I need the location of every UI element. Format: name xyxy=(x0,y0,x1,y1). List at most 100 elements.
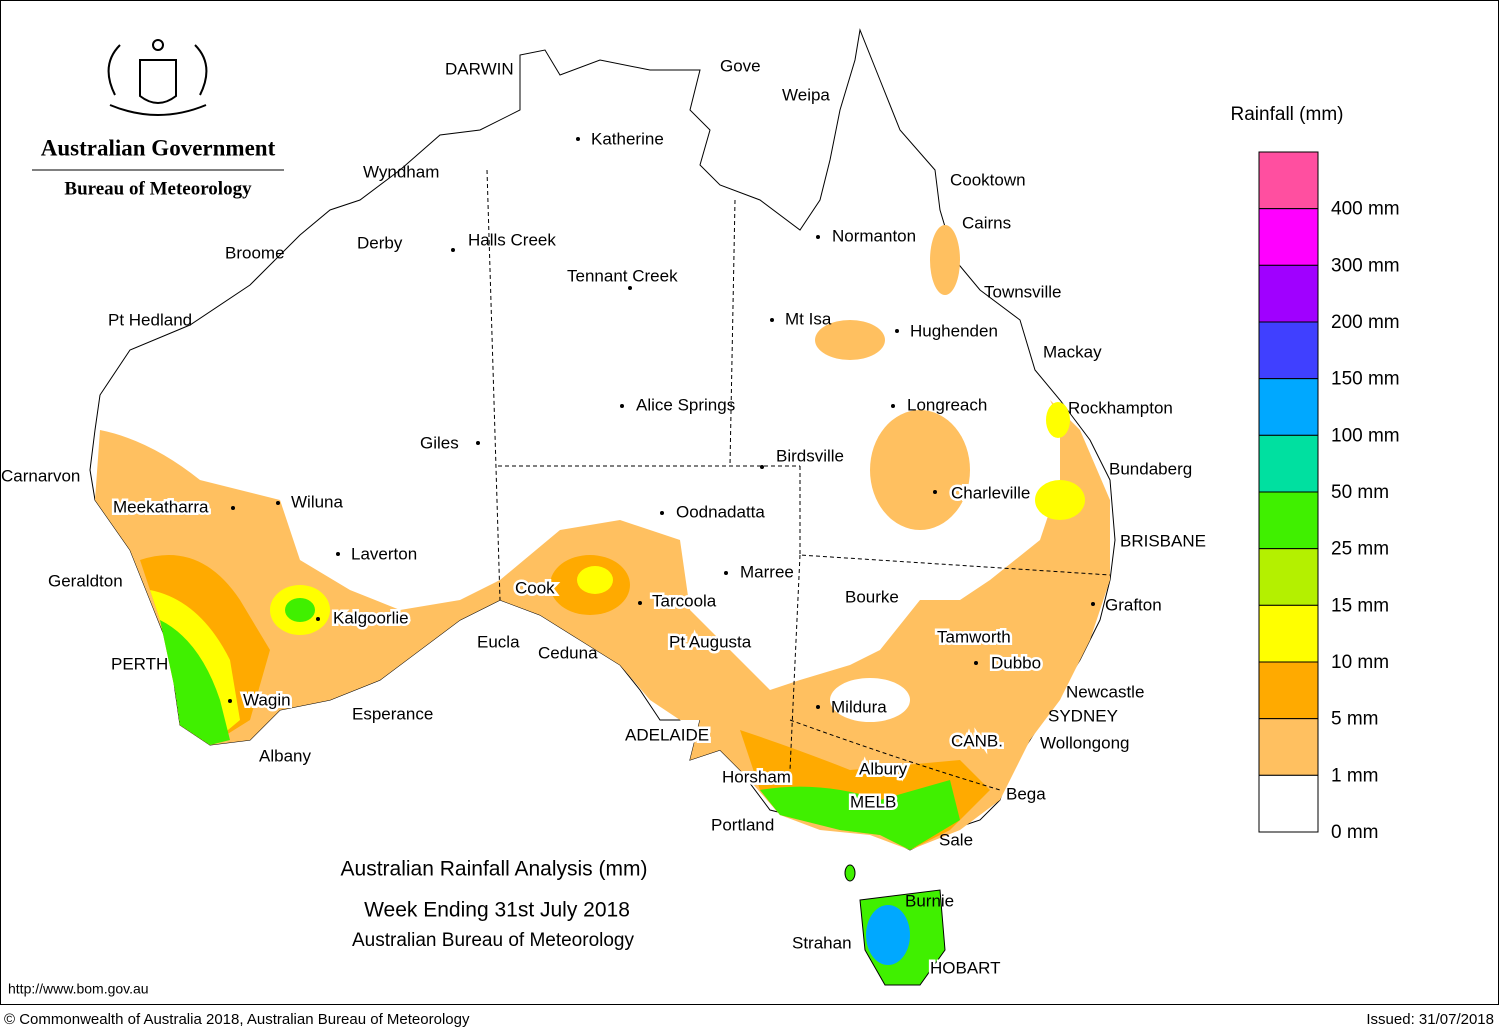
city-label: Wagin xyxy=(243,690,291,709)
city-label: Horsham xyxy=(722,767,791,786)
city-label: MELB xyxy=(850,792,896,811)
city-label: Birdsville xyxy=(776,446,844,465)
city-label: Grafton xyxy=(1105,595,1162,614)
city-label: Geraldton xyxy=(48,571,123,590)
footer-url: http://www.bom.gov.au xyxy=(8,981,149,997)
map xyxy=(89,28,1116,986)
legend-swatch xyxy=(1258,208,1319,266)
city-label: Bega xyxy=(1006,784,1046,803)
city-label: Pt Augusta xyxy=(669,632,752,651)
legend-label: 100 mm xyxy=(1331,425,1400,446)
legend-swatch xyxy=(1258,434,1319,493)
city-label: CANB. xyxy=(951,731,1003,750)
city-label: HOBART xyxy=(930,958,1001,977)
legend-label: 15 mm xyxy=(1331,595,1389,616)
map-source: Australian Bureau of Meteorology xyxy=(352,930,634,951)
city-label: Katherine xyxy=(591,129,664,148)
legend-label: 300 mm xyxy=(1331,255,1400,276)
city-label: Gove xyxy=(720,56,761,75)
city-label: Cook xyxy=(515,578,555,597)
city-label: Ceduna xyxy=(538,643,598,662)
legend-label: 200 mm xyxy=(1331,312,1400,333)
map-title: Australian Rainfall Analysis (mm) xyxy=(341,858,648,881)
bureau-title: Bureau of Meteorology xyxy=(64,178,252,199)
legend-swatch xyxy=(1258,378,1319,436)
city-label: Halls Creek xyxy=(468,230,556,249)
footer-issued: Issued: 31/07/2018 xyxy=(1366,1011,1494,1028)
city-label: Mildura xyxy=(831,697,887,716)
city-label: Bundaberg xyxy=(1109,459,1192,478)
legend-label: 150 mm xyxy=(1331,369,1400,390)
legend-label: 25 mm xyxy=(1331,539,1389,560)
city-label: Weipa xyxy=(782,85,830,104)
legend-title: Rainfall (mm) xyxy=(1231,104,1344,125)
legend-label: 50 mm xyxy=(1331,482,1389,503)
city-label: Oodnadatta xyxy=(676,502,765,521)
city-label: Esperance xyxy=(352,704,433,723)
city-label: Cooktown xyxy=(950,170,1026,189)
legend-label: 0 mm xyxy=(1331,822,1379,843)
city-label: Normanton xyxy=(832,226,916,245)
city-labels: DARWIN Gove Weipa Katherine Wyndham Cook… xyxy=(1,56,1206,980)
city-label: Dubbo xyxy=(991,653,1041,672)
footer-copyright: © Commonwealth of Australia 2018, Austra… xyxy=(4,1011,470,1028)
city-label: Longreach xyxy=(907,395,987,414)
city-label: Wyndham xyxy=(363,162,439,181)
city-label: Townsville xyxy=(984,282,1061,301)
city-label: Alice Springs xyxy=(636,395,735,414)
city-label: SYDNEY xyxy=(1048,706,1118,725)
city-label: Meekatharra xyxy=(113,497,209,516)
city-label: Albany xyxy=(259,746,311,765)
city-dots xyxy=(228,137,1095,709)
city-label: Newcastle xyxy=(1066,682,1144,701)
city-label: Tarcoola xyxy=(652,591,717,610)
gov-title: Australian Government xyxy=(41,135,276,160)
city-label: Mackay xyxy=(1043,342,1102,361)
city-label: Broome xyxy=(225,243,285,262)
city-label: Cairns xyxy=(962,213,1011,232)
city-label: Burnie xyxy=(905,891,954,910)
coat-of-arms xyxy=(107,39,208,116)
city-label: Sale xyxy=(939,830,973,849)
city-label: Giles xyxy=(420,433,459,452)
city-label: ADELAIDE xyxy=(625,725,709,744)
legend-label: 10 mm xyxy=(1331,652,1389,673)
legend-swatch xyxy=(1258,774,1319,833)
city-label: DARWIN xyxy=(445,59,514,78)
city-label: Bourke xyxy=(845,587,899,606)
legend-swatch xyxy=(1258,321,1319,380)
legend-label: 5 mm xyxy=(1331,709,1379,730)
city-label: Albury xyxy=(859,759,908,778)
city-label: Marree xyxy=(740,562,794,581)
legend: 400 mm 300 mm 200 mm 150 mm 100 mm 50 mm 25 mm… xyxy=(1258,151,1400,843)
map-subtitle: Week Ending 31st July 2018 xyxy=(364,899,630,922)
legend-swatch xyxy=(1258,718,1319,776)
city-label: Mt Isa xyxy=(785,309,832,328)
city-label: Tamworth xyxy=(937,627,1011,646)
legend-swatch xyxy=(1258,604,1319,663)
city-label: Eucla xyxy=(477,632,520,651)
legend-swatch xyxy=(1258,661,1319,720)
city-label: Rockhampton xyxy=(1068,398,1173,417)
city-label: Kalgoorlie xyxy=(333,608,409,627)
city-label: Wiluna xyxy=(291,492,344,511)
city-label: Derby xyxy=(357,233,403,252)
city-label: Portland xyxy=(711,815,774,834)
city-label: PERTH xyxy=(111,654,168,673)
legend-swatch xyxy=(1258,548,1319,606)
city-label: Charleville xyxy=(951,483,1030,502)
city-label: Hughenden xyxy=(910,321,998,340)
legend-label: 1 mm xyxy=(1331,765,1379,786)
city-label: Tennant Creek xyxy=(567,266,678,285)
legend-swatch xyxy=(1258,491,1319,550)
legend-swatch xyxy=(1258,264,1319,323)
city-label: Wollongong xyxy=(1040,733,1129,752)
city-label: Laverton xyxy=(351,544,417,563)
city-label: Carnarvon xyxy=(1,466,80,485)
legend-swatch xyxy=(1258,151,1319,210)
legend-label: 400 mm xyxy=(1331,199,1400,220)
city-label: Pt Hedland xyxy=(108,310,192,329)
city-label: Strahan xyxy=(792,933,852,952)
city-label: BRISBANE xyxy=(1120,531,1206,550)
